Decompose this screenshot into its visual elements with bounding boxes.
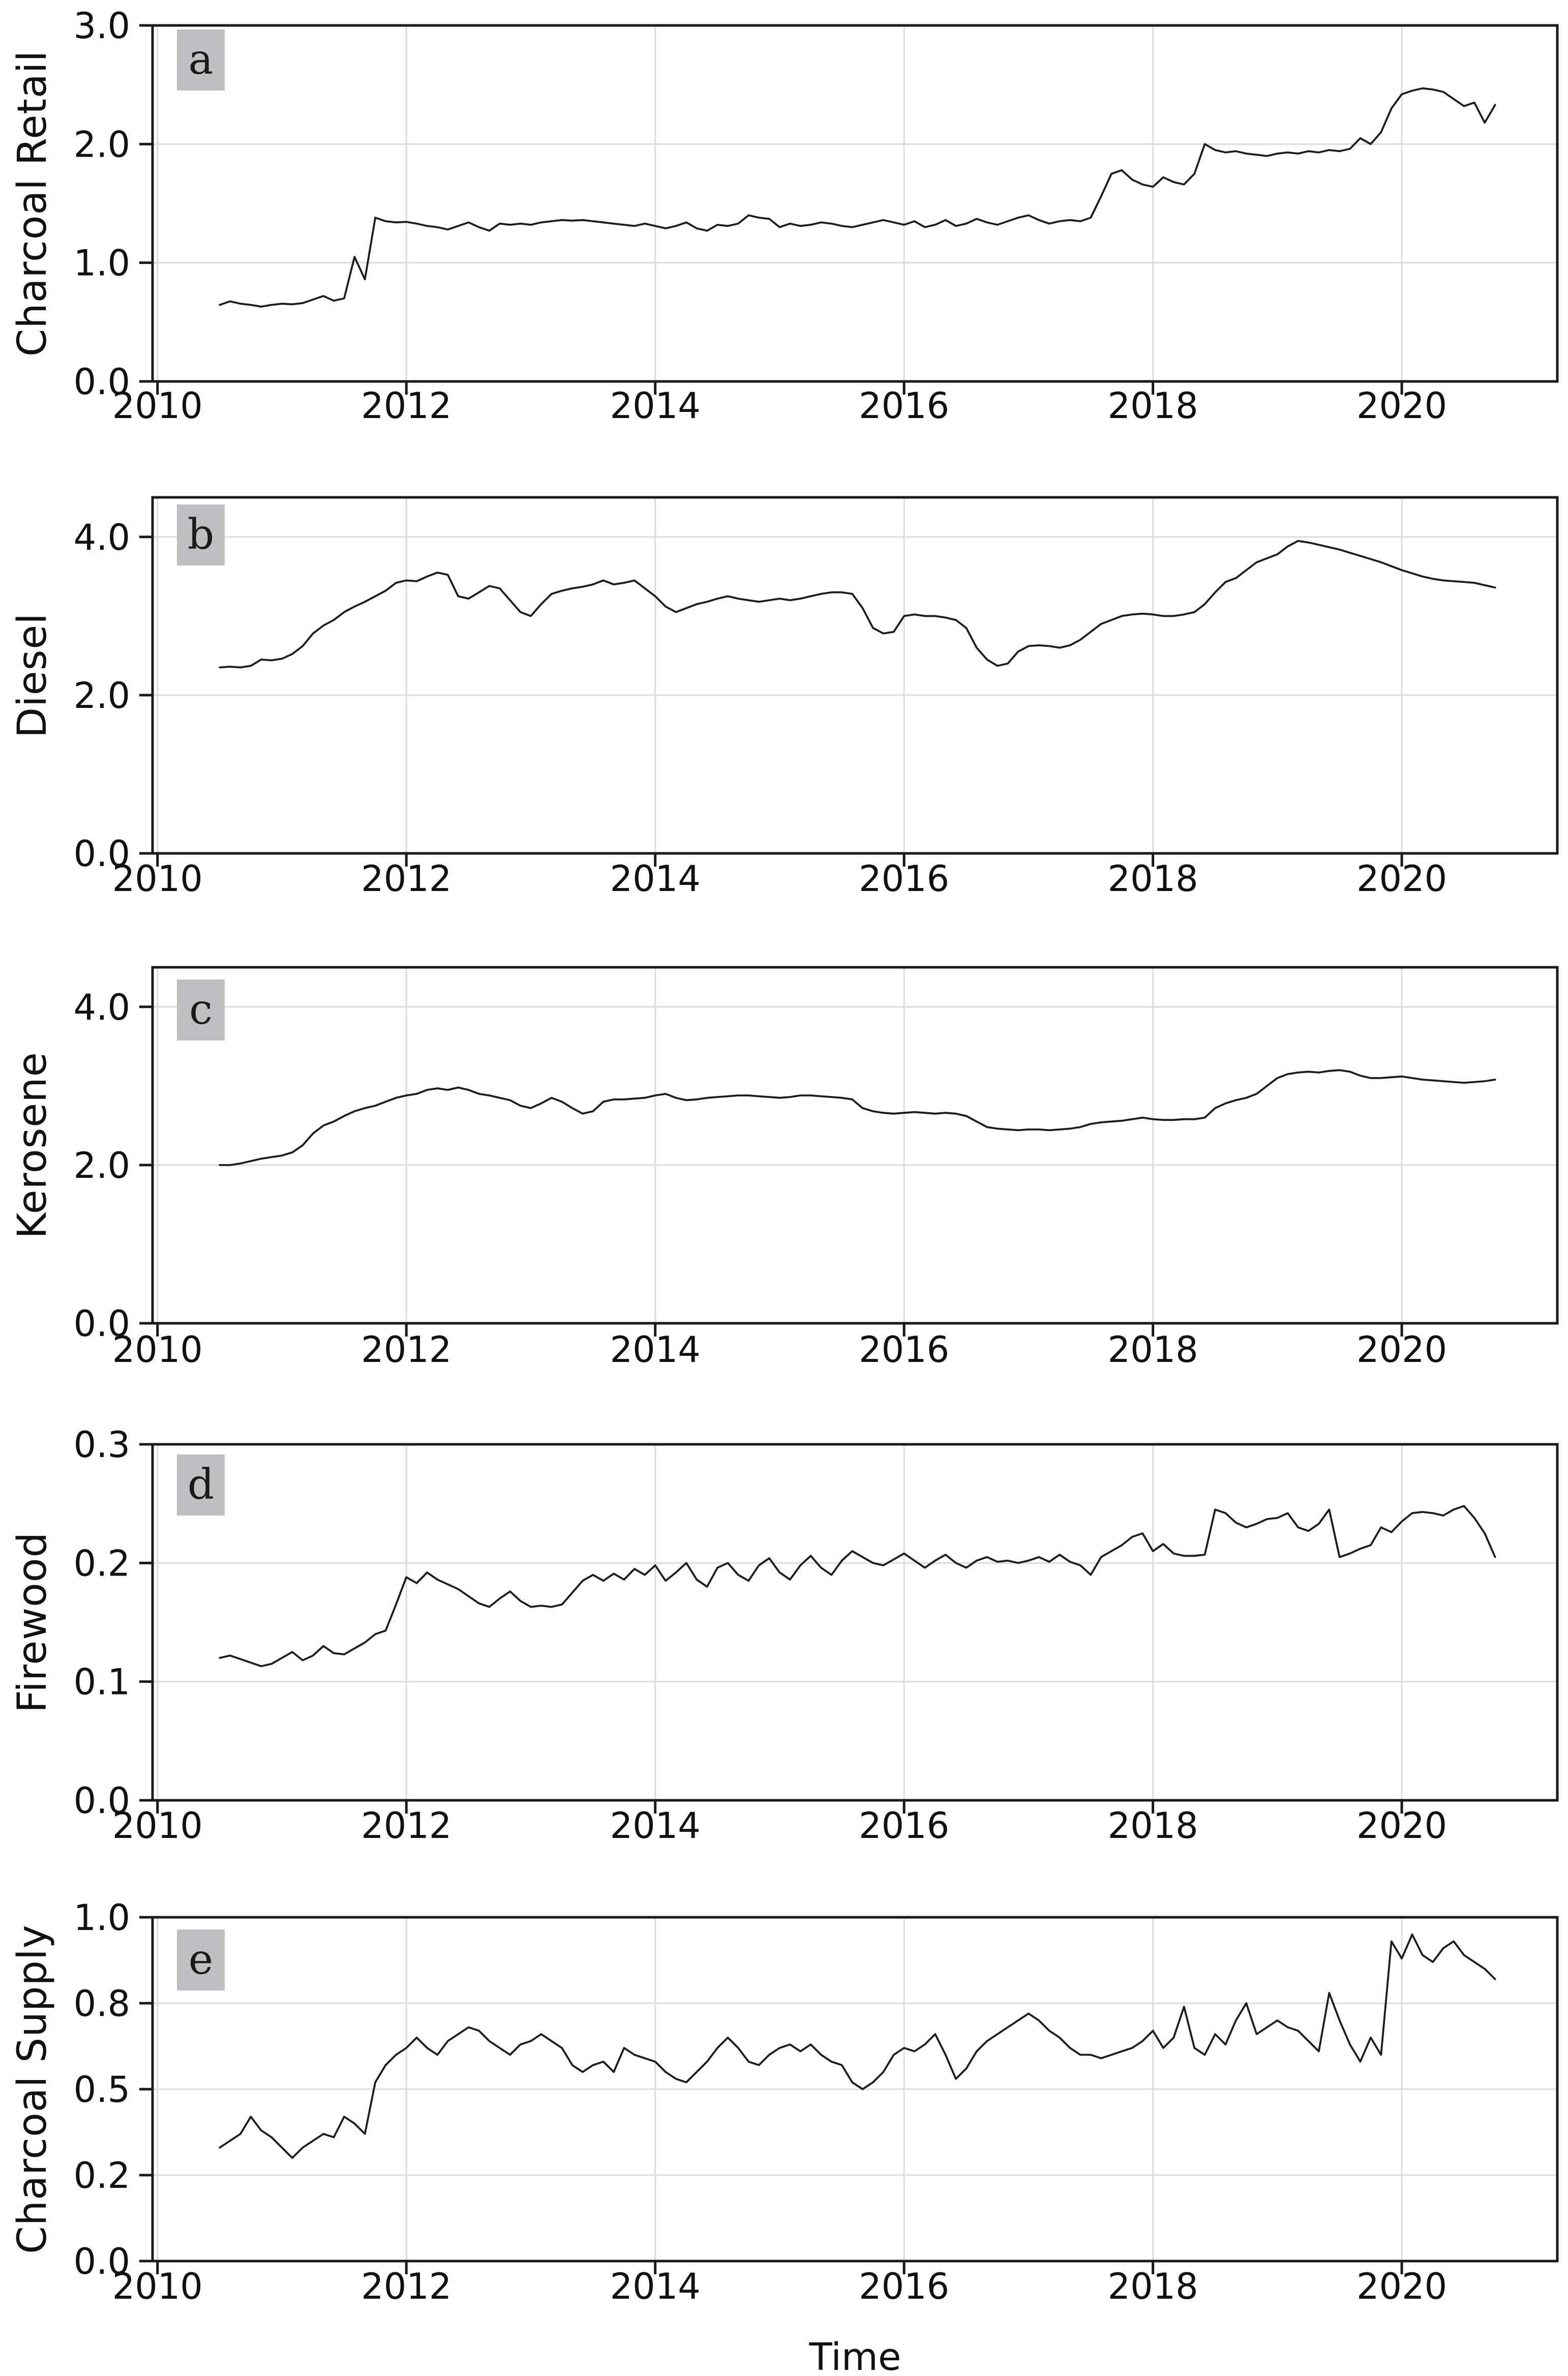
panel-svg-d: 2010 2012 2014 2016 2018 2020 0.0 0.1 0.2 0.3 — [74, 1425, 1559, 1847]
y-axis-label-charcoal-supply: Charcoal Supply — [10, 1924, 55, 2254]
y-tick-label: 0.2 — [74, 1542, 130, 1584]
x-tick-label: 2012 — [361, 1805, 451, 1847]
panel-svg-c: 2010 2012 2014 2016 2018 2020 0.0 2.0 4.0 — [74, 966, 1559, 1371]
y-tick-label: 2.0 — [74, 1145, 130, 1186]
x-tick-label: 2018 — [1108, 385, 1198, 427]
data-line-d — [219, 1505, 1496, 1668]
y-tick-label: 0.0 — [74, 361, 130, 403]
x-tick-label: 2020 — [1356, 858, 1447, 900]
y-axis-label-diesel: Diesel — [10, 612, 55, 738]
y-tick-label: 0.1 — [74, 1661, 130, 1703]
x-axis-label-time: Time — [809, 2335, 901, 2376]
plot-border — [151, 966, 1559, 1325]
x-tick-label: 2014 — [610, 1805, 701, 1847]
panel-letter-c: c — [189, 986, 213, 1034]
y-tick-label: 1.0 — [74, 243, 130, 284]
y-tick-label: 2.0 — [74, 124, 130, 165]
x-tick-label: 2018 — [1108, 1805, 1198, 1847]
y-tick-label: 0.0 — [74, 1780, 130, 1822]
x-tick-label: 2014 — [610, 385, 701, 427]
data-line-b — [219, 540, 1496, 669]
x-tick-label: 2020 — [1356, 385, 1447, 427]
x-tick-label: 2010 — [112, 1805, 203, 1847]
panel-letter-box-d: d — [177, 1454, 225, 1516]
y-tick-label: 4.0 — [74, 987, 130, 1028]
x-tick-label: 2016 — [859, 1805, 949, 1847]
x-tick-label: 2016 — [859, 858, 949, 900]
panel-d: 2010 2012 2014 2016 2018 2020 0.0 0.1 0.2 0.3 Fir… — [0, 1425, 1568, 1900]
panel-e: 2010 2012 2014 2016 2018 2020 0.0 0.2 0.5 0.8 1.0 … — [0, 1900, 1568, 2376]
x-tick-label: 2016 — [859, 2266, 949, 2307]
panel-letter-b: b — [187, 511, 215, 559]
x-tick-label: 2012 — [361, 2266, 451, 2307]
y-tick-label: 2.0 — [74, 675, 130, 717]
x-tick-label: 2016 — [859, 385, 949, 427]
y-tick-label: 0.0 — [74, 833, 130, 875]
x-tick-label: 2010 — [112, 2266, 203, 2307]
x-tick-label: 2014 — [610, 2266, 701, 2307]
x-tick-label: 2014 — [610, 858, 701, 900]
y-tick-label: 0.0 — [74, 1303, 130, 1345]
x-tick-label: 2018 — [1108, 858, 1198, 900]
x-tick-label: 2012 — [361, 385, 451, 427]
panel-c: 2010 2012 2014 2016 2018 2020 0.0 2.0 4.0 Kerose… — [0, 950, 1568, 1425]
panel-a: 2010 2012 2014 2016 2018 2020 0.0 1.0 2.0 3.0 Cha… — [0, 0, 1568, 475]
panel-letter-box-b: b — [177, 504, 225, 566]
x-tick-label: 2010 — [112, 858, 203, 900]
panel-b: 2010 2012 2014 2016 2018 2020 0.0 2.0 4.0 Diesel… — [0, 475, 1568, 950]
data-line-c — [219, 1069, 1496, 1166]
plot-border — [151, 1443, 1559, 1802]
x-tick-label: 2016 — [859, 1329, 949, 1371]
y-tick-label: 3.0 — [74, 5, 130, 47]
x-tick-label: 2010 — [112, 1329, 203, 1371]
x-tick-label: 2012 — [361, 858, 451, 900]
panel-letter-box-c: c — [177, 979, 225, 1041]
y-tick-label: 0.3 — [74, 1425, 130, 1466]
x-tick-label: 2010 — [112, 385, 203, 427]
panel-letter-e: e — [188, 1936, 214, 1984]
y-axis-label-firewood: Firewood — [10, 1532, 55, 1713]
panel-svg-b: 2010 2012 2014 2016 2018 2020 0.0 2.0 4.0 — [74, 496, 1559, 900]
data-line-e — [219, 1933, 1496, 2159]
panel-svg-e: 2010 2012 2014 2016 2018 2020 0.0 0.2 0.5 0.8 1.0 — [74, 1900, 1559, 2307]
y-tick-label: 1.0 — [74, 1900, 130, 1939]
x-tick-label: 2020 — [1356, 2266, 1447, 2307]
y-axis-label-charcoal-retail: Charcoal Retail — [10, 50, 55, 357]
y-tick-label: 0.2 — [74, 2155, 130, 2196]
y-tick-label: 0.0 — [74, 2241, 130, 2282]
panel-letter-box-a: a — [177, 29, 225, 91]
x-tick-label: 2018 — [1108, 2266, 1198, 2307]
panel-letter-box-e: e — [177, 1929, 225, 1991]
x-tick-label: 2014 — [610, 1329, 701, 1371]
panel-svg-a: 2010 2012 2014 2016 2018 2020 0.0 1.0 2.0 3.0 — [74, 5, 1559, 427]
panel-letter-d: d — [187, 1461, 215, 1509]
y-tick-label: 0.8 — [74, 1983, 130, 2025]
x-tick-label: 2018 — [1108, 1329, 1198, 1371]
y-axis-label-kerosene: Kerosene — [10, 1052, 55, 1239]
x-tick-label: 2020 — [1356, 1329, 1447, 1371]
plot-border — [151, 496, 1559, 855]
y-tick-label: 4.0 — [74, 517, 130, 558]
x-tick-label: 2012 — [361, 1329, 451, 1371]
data-line-a — [219, 87, 1496, 308]
plot-border — [151, 24, 1559, 383]
x-tick-label: 2020 — [1356, 1805, 1447, 1847]
panel-letter-a: a — [188, 36, 214, 84]
y-tick-label: 0.5 — [74, 2069, 130, 2111]
